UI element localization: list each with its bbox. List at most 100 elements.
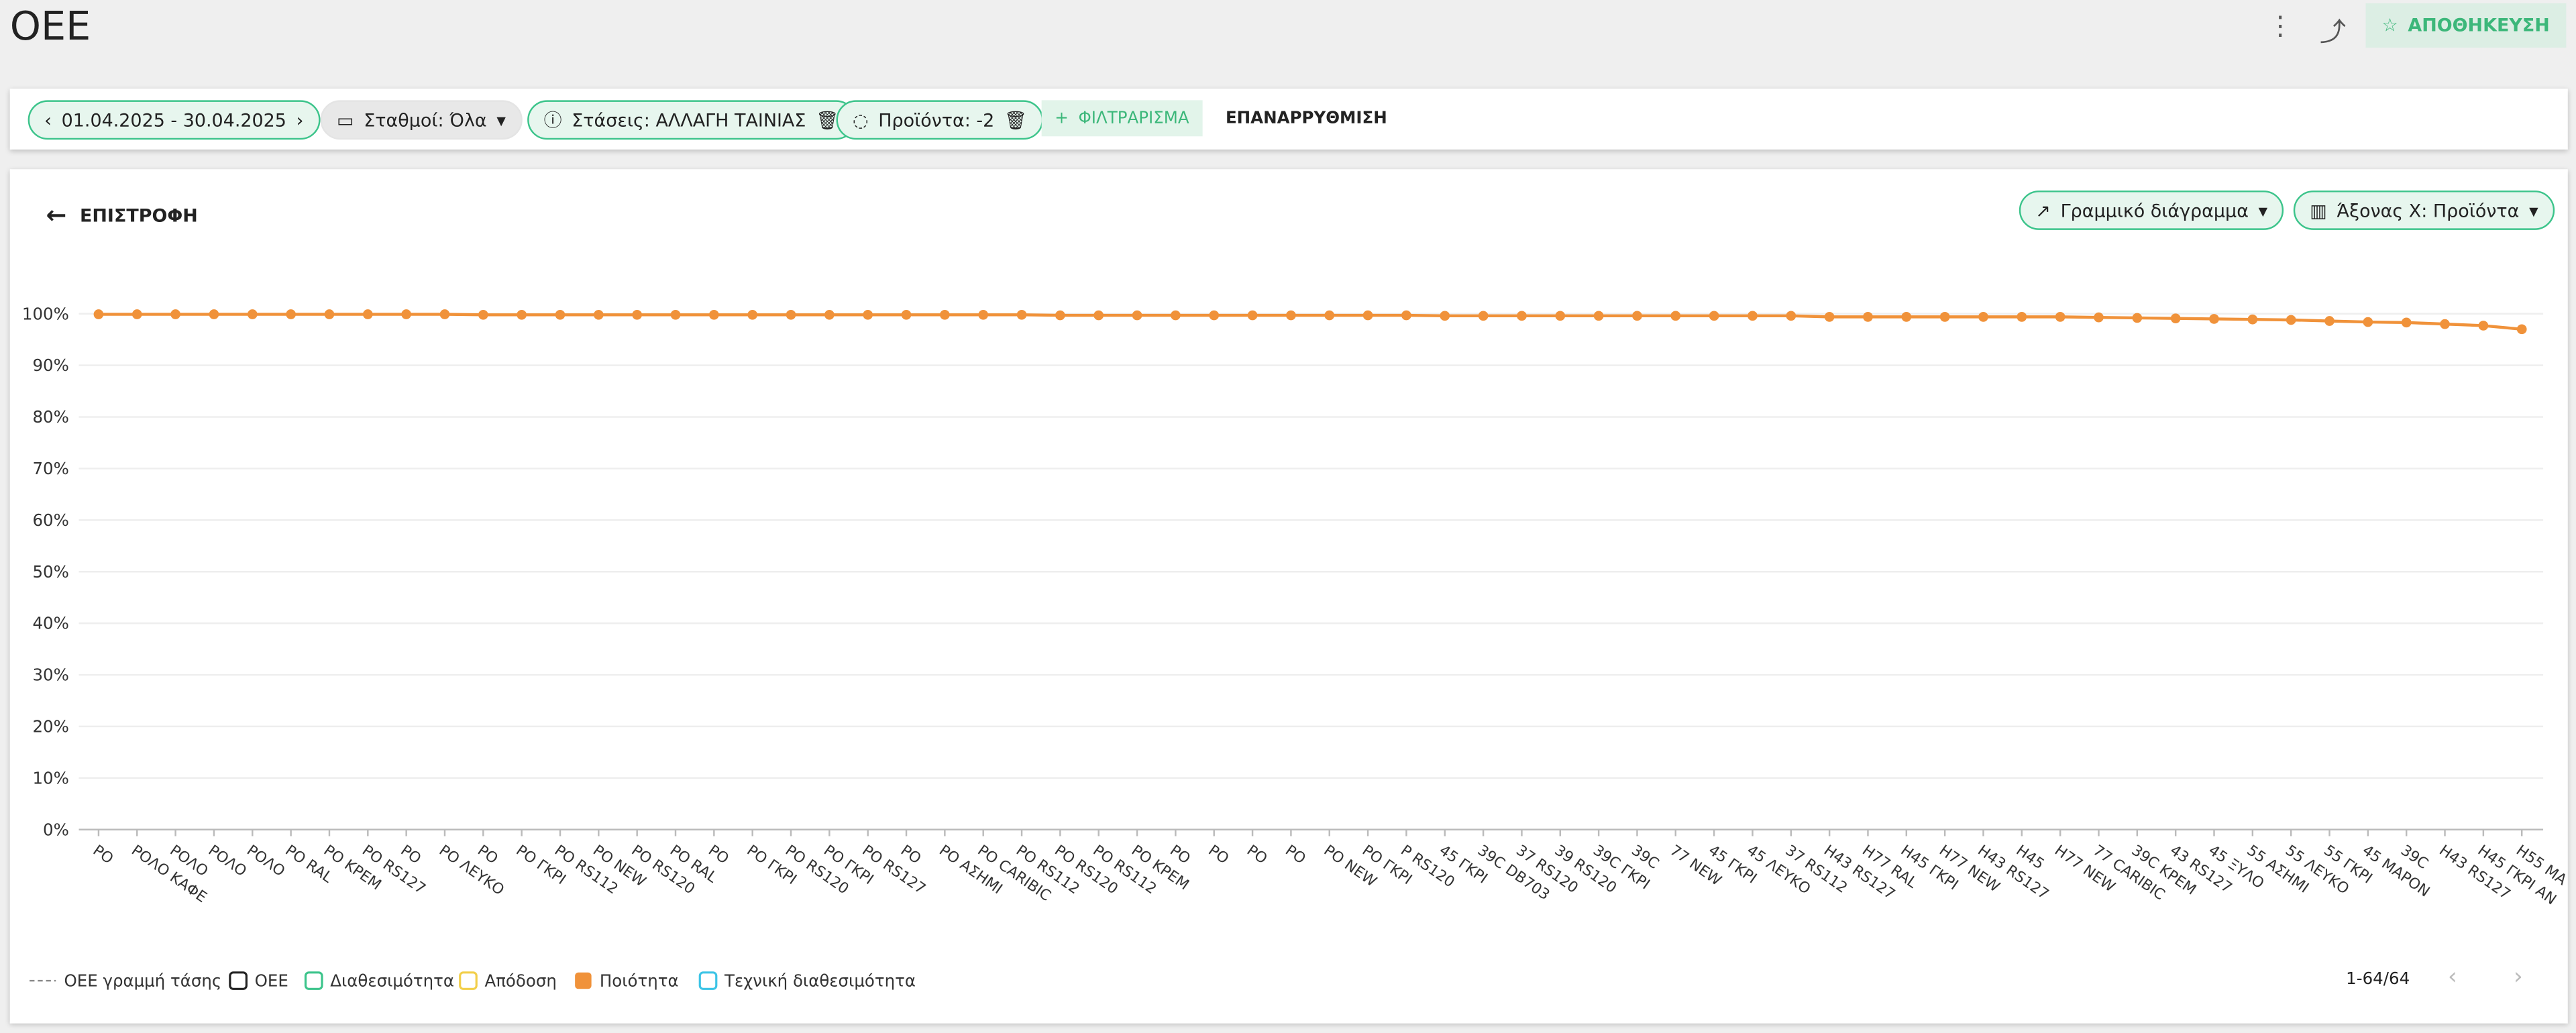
products-filter[interactable]: ◌ Προϊόντα: -2 🗑 — [836, 100, 1044, 140]
data-point — [93, 309, 104, 319]
next-page[interactable]: › — [2513, 964, 2523, 991]
stations-label: Σταθμοί: Όλα — [364, 109, 487, 131]
y-tick-label: 80% — [32, 407, 68, 427]
data-point — [1824, 312, 1835, 322]
legend-swatch — [698, 971, 718, 990]
data-point — [940, 309, 950, 320]
data-point — [324, 309, 335, 319]
data-point — [2094, 312, 2104, 323]
data-point — [1593, 311, 1604, 321]
y-tick-label: 90% — [32, 356, 68, 375]
legend-swatch — [229, 971, 248, 990]
data-point — [824, 309, 835, 320]
data-point — [286, 309, 296, 319]
x-tick-label: ΡΟ — [474, 842, 500, 867]
pagination: 1-64/64 — [2346, 971, 2410, 989]
chart-type-select[interactable]: ↗ Γραμμικό διάγραμμα ▾ — [2019, 191, 2284, 230]
x-tick-label: ΡΟ — [397, 842, 423, 867]
data-point — [2247, 314, 2258, 325]
y-tick-label: 30% — [32, 665, 68, 685]
data-point — [247, 309, 258, 319]
data-point — [2170, 313, 2181, 324]
data-point — [1517, 311, 1527, 321]
filter-label: ΦΙΛΤΡΑΡΙΣΜΑ — [1078, 109, 1189, 127]
y-tick-label: 10% — [32, 768, 68, 787]
data-point — [1093, 310, 1104, 321]
page-title: OEE — [9, 3, 91, 50]
save-button[interactable]: ☆ ΑΠΟΘΗΚΕΥΣΗ — [2365, 3, 2567, 48]
legend-swatch — [459, 971, 478, 990]
data-point — [170, 309, 180, 319]
data-point — [209, 309, 219, 319]
filter-bar: ‹ 01.04.2025 - 30.04.2025 › ▭ Σταθμοί: Όλα ▾… — [9, 89, 2568, 150]
back-button[interactable]: ← ΕΠΙΣΤΡΟΦΗ — [46, 200, 198, 230]
data-point — [1055, 310, 1065, 321]
y-tick-label: 60% — [32, 510, 68, 530]
data-point — [1555, 311, 1566, 321]
y-tick-label: 70% — [32, 459, 68, 478]
legend-swatch — [575, 972, 592, 989]
share-button[interactable]: ⤴ — [2319, 16, 2347, 48]
x-axis-select[interactable]: ▥ Άξονας Χ: Προϊόντα ▾ — [2293, 191, 2555, 230]
data-point — [1171, 310, 1181, 321]
data-point — [1016, 309, 1027, 320]
legend-label: Ποιότητα — [600, 971, 679, 991]
data-point — [1863, 312, 1873, 322]
x-tick-label: ΡΟ — [90, 842, 116, 867]
stations-filter[interactable]: ▭ Σταθμοί: Όλα ▾ — [320, 100, 523, 140]
data-point — [1286, 310, 1296, 321]
data-point — [478, 309, 488, 320]
data-point — [131, 309, 142, 319]
legend-label: OEE γραμμή τάσης — [64, 971, 222, 991]
data-point — [2324, 316, 2334, 326]
data-point — [1786, 311, 1796, 321]
y-tick-label: 20% — [32, 717, 68, 737]
x-axis-label: Άξονας Χ: Προϊόντα — [2337, 199, 2520, 221]
data-point — [401, 309, 411, 319]
series-line — [98, 313, 2522, 331]
data-point — [1401, 310, 1411, 321]
date-filter[interactable]: ‹ 01.04.2025 - 30.04.2025 › — [28, 100, 320, 140]
legend-label: Διαθεσιμότητα — [330, 971, 454, 991]
data-point — [632, 309, 643, 320]
data-point — [1632, 311, 1642, 321]
data-point — [863, 309, 873, 320]
x-tick-label: ΡΟΛΟ — [244, 842, 288, 880]
data-point — [517, 309, 527, 320]
more-button[interactable]: ⋮ — [2267, 9, 2294, 42]
reset-button[interactable]: ΕΠΑΝΑΡΡΥΘΜΙΣΗ — [1225, 109, 1387, 127]
data-point — [2017, 312, 2027, 322]
data-point — [1209, 310, 1220, 321]
back-label: ΕΠΙΣΤΡΟΦΗ — [79, 204, 198, 226]
data-point — [786, 309, 796, 320]
x-tick-label: ΡΟ — [898, 842, 924, 867]
data-point — [2401, 317, 2412, 328]
x-tick-label: ΡΟΛΟ — [205, 842, 250, 880]
x-tick-label: ΡΟ — [1167, 842, 1193, 867]
data-point — [747, 309, 758, 320]
stops-filter[interactable]: ⓘ Στάσεις: ΑΛΛΑΓΗ ΤΑΙΝΙΑΣ 🗑 — [527, 100, 855, 140]
data-point — [2516, 324, 2527, 335]
save-label: ΑΠΟΘΗΚΕΥΣΗ — [2408, 15, 2550, 36]
data-point — [901, 309, 912, 320]
data-point — [2440, 319, 2450, 329]
data-point — [2055, 312, 2065, 322]
x-tick-label: ΡΟ — [1205, 842, 1231, 867]
legend-label: Απόδοση — [484, 971, 556, 991]
filter-button[interactable]: + ΦΙΛΤΡΑΡΙΣΜΑ — [1041, 100, 1203, 137]
date-label: 01.04.2025 - 30.04.2025 — [61, 109, 286, 131]
x-tick-label: ΡΟ — [705, 842, 731, 867]
data-point — [362, 309, 373, 319]
x-tick-label: ΡΟ — [1244, 842, 1270, 867]
data-point — [1324, 310, 1335, 321]
prev-page[interactable]: ‹ — [2448, 964, 2457, 991]
products-label: Προϊόντα: -2 — [878, 109, 995, 131]
data-point — [2209, 314, 2219, 324]
data-point — [439, 309, 450, 319]
y-tick-label: 100% — [22, 304, 69, 323]
data-point — [2132, 313, 2143, 323]
